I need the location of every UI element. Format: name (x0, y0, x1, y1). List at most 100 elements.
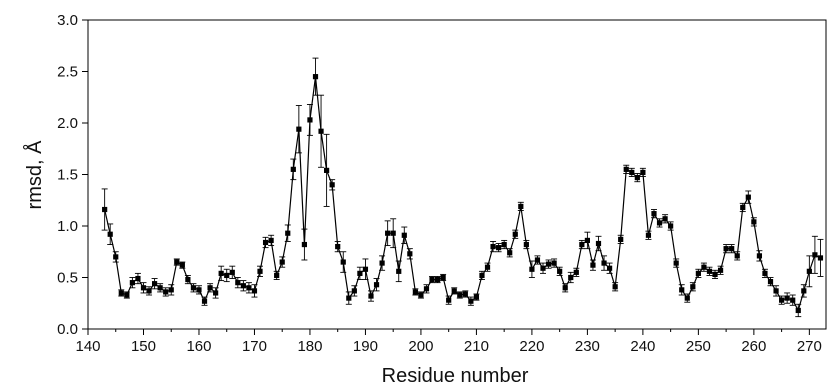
data-point (229, 269, 235, 275)
data-point (668, 223, 674, 229)
data-point (640, 169, 646, 176)
data-point (201, 298, 208, 304)
data-point (257, 268, 263, 274)
data-point (434, 276, 441, 283)
data-point (151, 281, 158, 287)
data-point (734, 253, 740, 259)
data-point (163, 289, 169, 295)
data-point (468, 298, 474, 304)
x-tick-label: 160 (186, 338, 211, 355)
data-point (562, 285, 568, 291)
data-point (235, 280, 241, 286)
data-point (790, 297, 796, 303)
data-point (695, 270, 701, 276)
data-point (484, 264, 491, 270)
data-point (251, 288, 258, 294)
data-point (357, 270, 363, 276)
y-tick-label: 0.0 (57, 321, 78, 338)
data-point (584, 237, 590, 244)
data-point (418, 292, 424, 298)
data-point (401, 232, 407, 238)
data-point (557, 268, 563, 274)
data-point (190, 285, 197, 291)
data-point (102, 206, 108, 213)
x-tick-label: 260 (741, 338, 766, 355)
data-point (457, 292, 463, 298)
data-point (296, 126, 302, 132)
data-point (501, 241, 507, 248)
data-point (274, 272, 280, 279)
data-point (473, 294, 480, 300)
data-point (723, 246, 729, 252)
data-point (512, 231, 518, 237)
x-tick-label: 200 (408, 338, 433, 355)
x-tick-label: 220 (519, 338, 544, 355)
data-point (412, 289, 418, 295)
data-point (312, 74, 319, 80)
data-point (812, 252, 818, 258)
data-point (285, 230, 291, 236)
data-point (385, 230, 391, 236)
data-point (651, 211, 657, 217)
data-point (307, 117, 313, 123)
data-point (135, 275, 141, 282)
data-point (717, 267, 724, 273)
y-tick-label: 2.0 (57, 115, 78, 132)
data-point (573, 269, 579, 275)
plot-frame (87, 19, 827, 330)
data-point (740, 204, 746, 211)
data-point (290, 166, 296, 172)
data-point (656, 220, 663, 226)
data-point (379, 260, 385, 266)
data-point (262, 239, 269, 246)
data-point (706, 268, 713, 274)
data-point (534, 257, 541, 263)
data-point (684, 295, 690, 301)
data-point (157, 285, 163, 291)
data-point (396, 268, 402, 274)
data-point (462, 291, 468, 297)
data-point (756, 253, 763, 259)
data-point (340, 259, 346, 265)
data-point (196, 287, 202, 293)
data-point (301, 241, 308, 248)
data-point (712, 271, 718, 278)
data-point (606, 265, 613, 271)
data-point (140, 285, 147, 291)
data-point (795, 307, 801, 314)
data-point (490, 244, 496, 250)
data-point (601, 260, 607, 266)
x-tick-label: 150 (131, 338, 156, 355)
y-tick-label: 3.0 (57, 12, 78, 29)
data-point (113, 254, 119, 260)
data-point (240, 283, 246, 289)
data-point (801, 288, 807, 294)
x-tick-label: 210 (464, 338, 489, 355)
data-point (107, 231, 113, 237)
data-point (773, 288, 779, 294)
data-point (745, 194, 751, 200)
y-tick-label: 0.5 (57, 270, 78, 287)
x-tick-label: 240 (630, 338, 655, 355)
data-point (595, 240, 602, 247)
data-point (279, 259, 285, 265)
data-point (246, 285, 252, 291)
x-tick-label: 230 (575, 338, 600, 355)
data-point (318, 128, 324, 134)
data-point (496, 245, 502, 251)
data-point (729, 246, 735, 252)
x-tick-label: 180 (297, 338, 322, 355)
x-tick-label: 190 (353, 338, 378, 355)
data-point (451, 288, 457, 294)
data-point (662, 216, 668, 222)
x-tick-label: 270 (797, 338, 822, 355)
data-point (767, 279, 774, 285)
x-tick-label: 250 (686, 338, 711, 355)
data-point (429, 276, 435, 283)
data-point (817, 255, 824, 261)
data-point (213, 290, 219, 296)
data-point (218, 270, 224, 276)
data-point (146, 288, 152, 294)
data-point (629, 169, 635, 176)
data-point (185, 276, 191, 283)
